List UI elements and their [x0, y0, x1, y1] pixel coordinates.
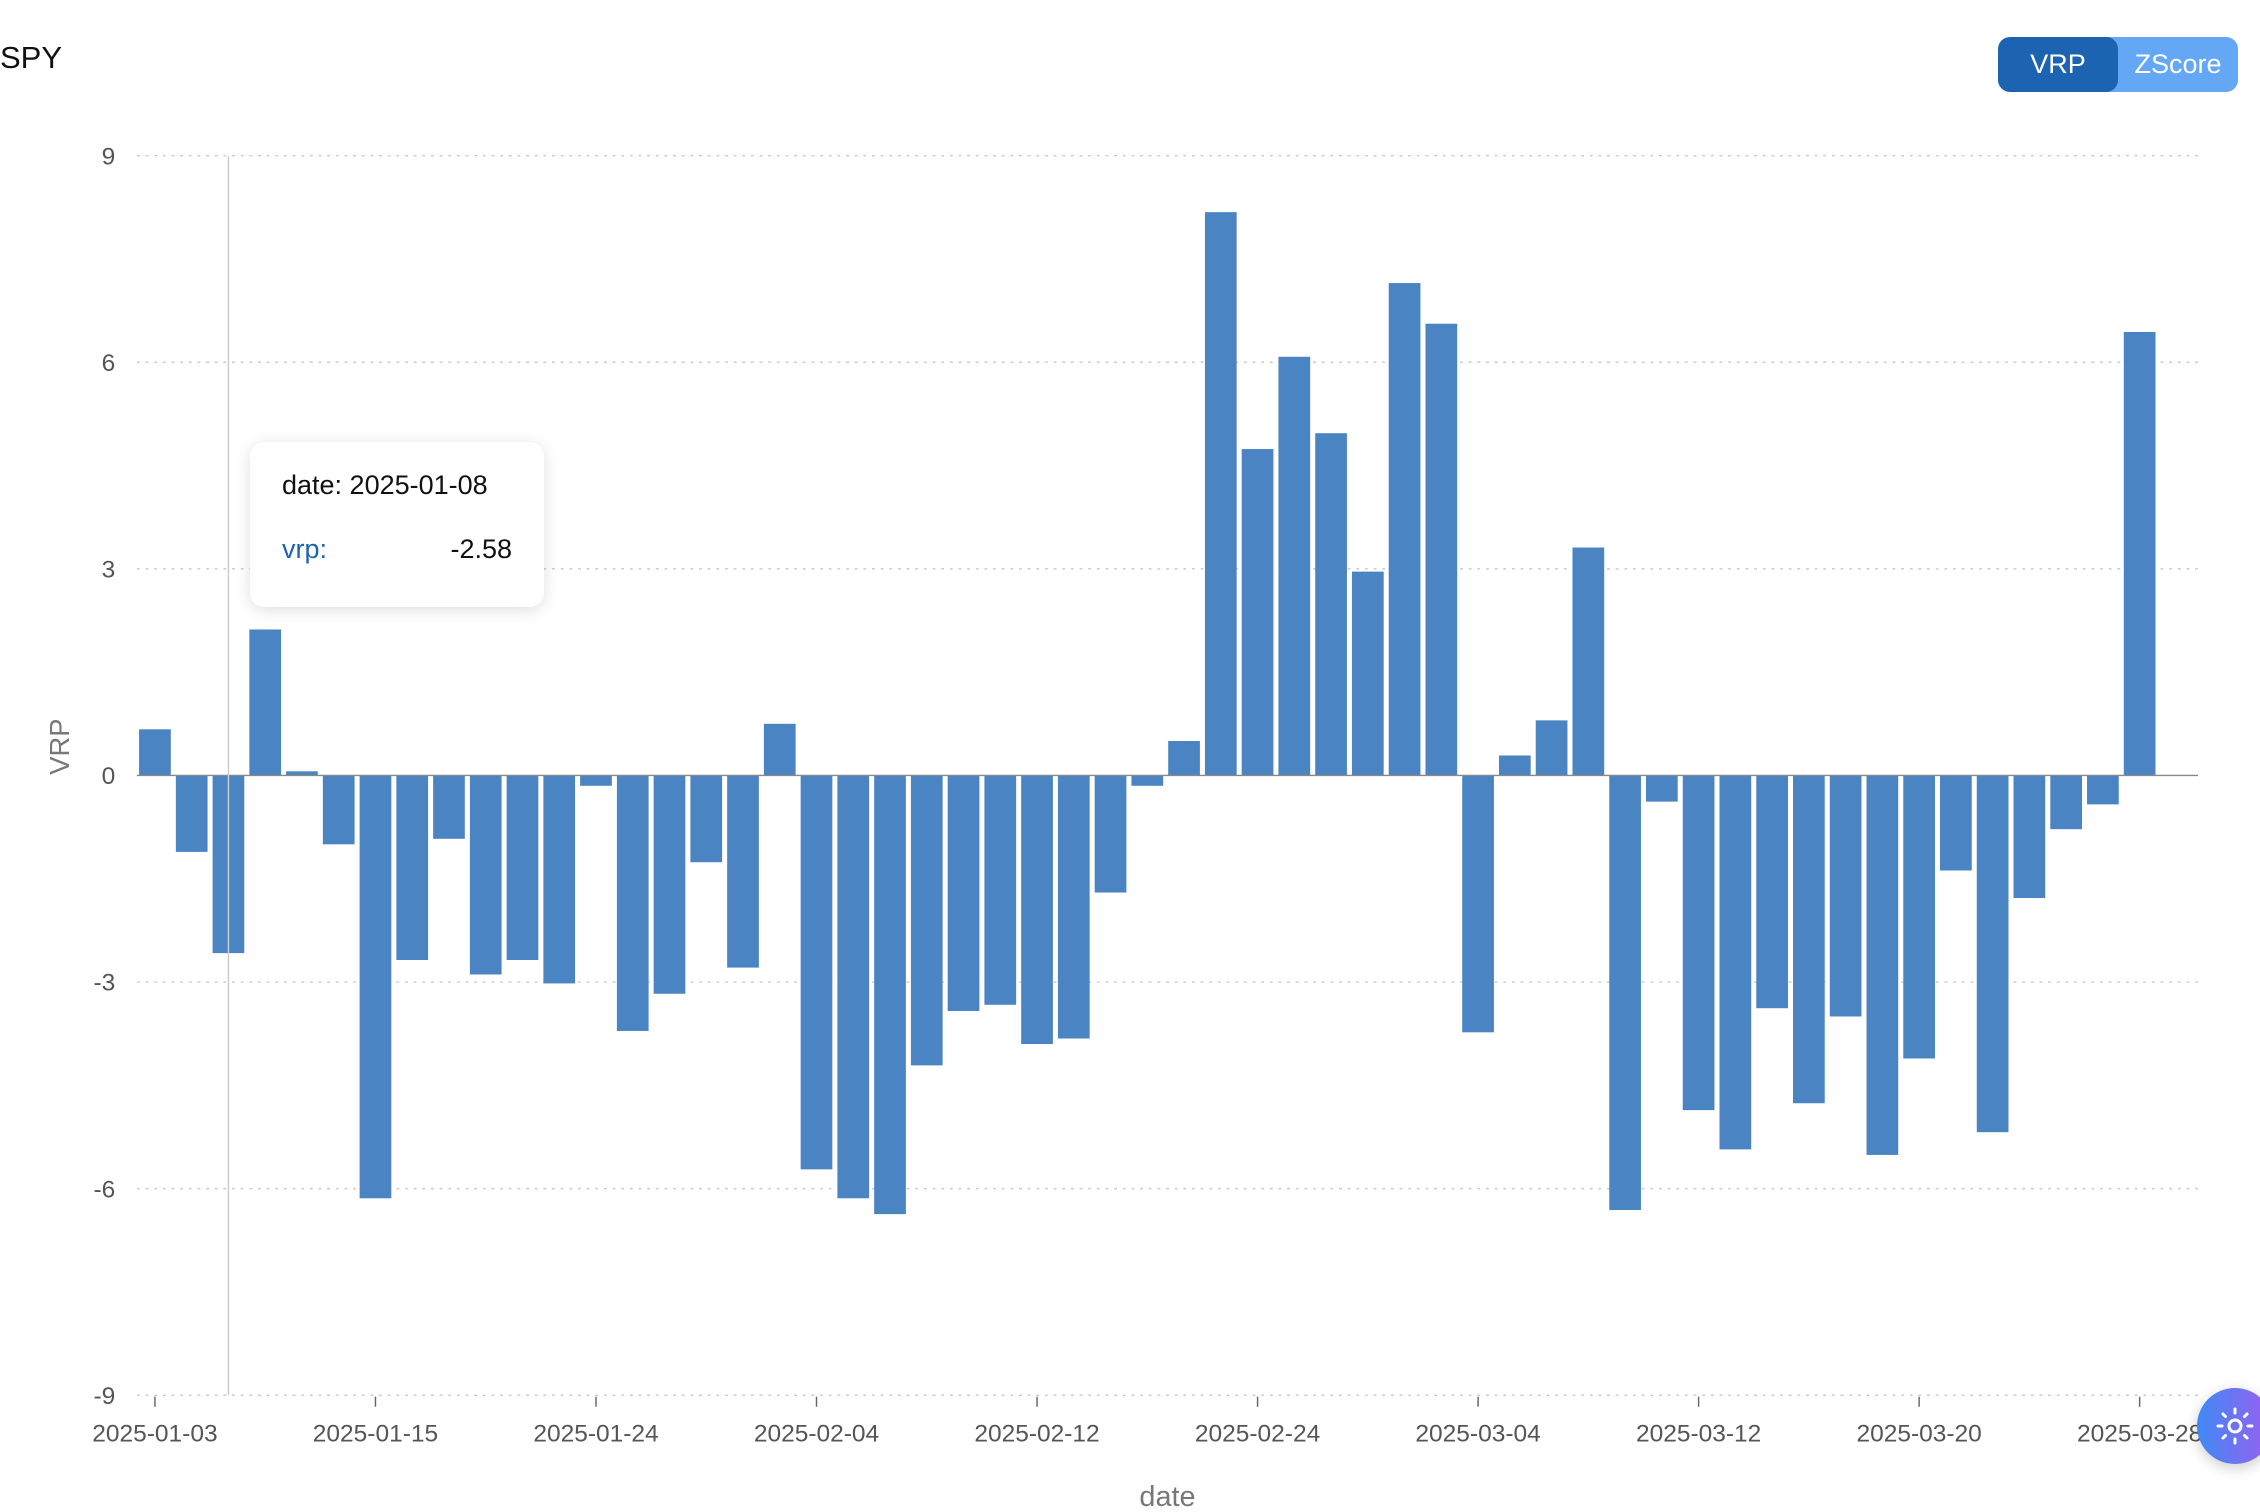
x-axis-title: date: [1139, 1481, 1195, 1512]
bar: [763, 723, 796, 776]
tooltip-value: -2.58: [450, 534, 512, 564]
bar: [1021, 775, 1053, 1045]
bar: [653, 775, 686, 994]
tooltip-series-label: vrp:: [282, 534, 328, 564]
bar: [1756, 775, 1788, 1009]
bar: [1829, 775, 1862, 1017]
y-tick-label: -9: [94, 1383, 116, 1410]
x-tick-label: 2025-02-04: [754, 1420, 879, 1447]
bar: [139, 729, 171, 776]
bar: [910, 775, 943, 1066]
bar: [1168, 741, 1200, 776]
bar: [1572, 547, 1605, 776]
bar: [469, 775, 502, 975]
bar: [1057, 775, 1090, 1039]
bar: [727, 775, 759, 968]
x-tick-label: 2025-03-20: [1856, 1420, 1981, 1447]
bar: [947, 775, 980, 1011]
y-tick-label: 9: [102, 143, 116, 170]
x-tick-label: 2025-03-12: [1636, 1420, 1761, 1447]
bar: [1940, 775, 1972, 871]
metric-toggle[interactable]: VRP ZScore: [1998, 37, 2238, 92]
bar: [1793, 775, 1825, 1104]
bar: [506, 775, 539, 961]
bar: [690, 775, 723, 863]
x-tick-label: 2025-03-04: [1415, 1420, 1540, 1447]
y-axis-title: VRP: [44, 718, 75, 774]
sun-icon: [2216, 1407, 2254, 1445]
bar: [1609, 775, 1641, 1210]
bar: [1425, 323, 1458, 776]
bar: [249, 629, 282, 776]
y-tick-label: 0: [102, 763, 116, 790]
bar: [1682, 775, 1715, 1111]
page-title: SPY: [0, 40, 63, 75]
chart-tooltip: date: 2025-01-08 vrp: -2.58: [250, 442, 544, 607]
bar: [800, 775, 833, 1170]
x-tick-label: 2025-02-24: [1195, 1420, 1320, 1447]
bar: [1131, 775, 1164, 786]
bar: [616, 775, 649, 1031]
x-tick-label: 2025-01-24: [533, 1420, 658, 1447]
bar: [837, 775, 870, 1199]
bar: [580, 775, 612, 786]
bar: [2050, 775, 2082, 830]
bar: [1976, 775, 2009, 1133]
bar: [1388, 283, 1421, 776]
bar: [1351, 571, 1384, 776]
bar: [396, 775, 429, 961]
y-tick-label: -6: [94, 1176, 116, 1203]
y-tick-label: -3: [94, 970, 116, 997]
bar: [1241, 449, 1274, 776]
bar: [322, 775, 355, 845]
bar: [1535, 720, 1568, 776]
x-tick-label: 2025-03-28: [2077, 1420, 2202, 1447]
bar: [1094, 775, 1127, 893]
bar: [286, 771, 318, 776]
bar: [1278, 356, 1311, 776]
x-tick-label: 2025-01-15: [313, 1420, 438, 1447]
toggle-zscore[interactable]: ZScore: [2134, 49, 2222, 79]
bar: [1315, 433, 1347, 776]
bar: [2123, 331, 2156, 776]
bar: [1866, 775, 1899, 1155]
bar: [175, 775, 208, 852]
x-tick-label: 2025-01-03: [92, 1420, 217, 1447]
bar: [1719, 775, 1752, 1150]
tooltip-date: date: 2025-01-08: [282, 470, 488, 500]
y-tick-label: 6: [102, 350, 116, 377]
bar: [1645, 775, 1678, 802]
bar: [359, 775, 392, 1199]
bar: [1462, 775, 1494, 1033]
theme-toggle-button[interactable]: [2197, 1388, 2260, 1464]
bar: [984, 775, 1017, 1005]
bar: [543, 775, 576, 984]
bar: [1903, 775, 1935, 1059]
bar: [433, 775, 465, 839]
bar: [874, 775, 906, 1215]
bar: [1204, 212, 1237, 776]
bar: [2087, 775, 2119, 805]
toggle-vrp[interactable]: VRP: [1998, 37, 2118, 92]
bar: [1498, 755, 1531, 776]
y-tick-label: 3: [102, 557, 116, 584]
bar: [2013, 775, 2046, 899]
x-tick-label: 2025-02-12: [974, 1420, 1099, 1447]
